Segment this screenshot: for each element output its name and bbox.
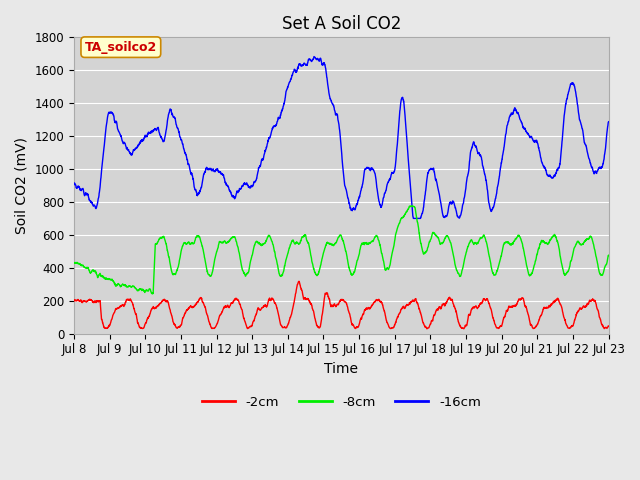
Y-axis label: Soil CO2 (mV): Soil CO2 (mV): [15, 137, 29, 234]
Legend: -2cm, -8cm, -16cm: -2cm, -8cm, -16cm: [196, 391, 486, 414]
Text: TA_soilco2: TA_soilco2: [84, 41, 157, 54]
Title: Set A Soil CO2: Set A Soil CO2: [282, 15, 401, 33]
X-axis label: Time: Time: [324, 362, 358, 376]
